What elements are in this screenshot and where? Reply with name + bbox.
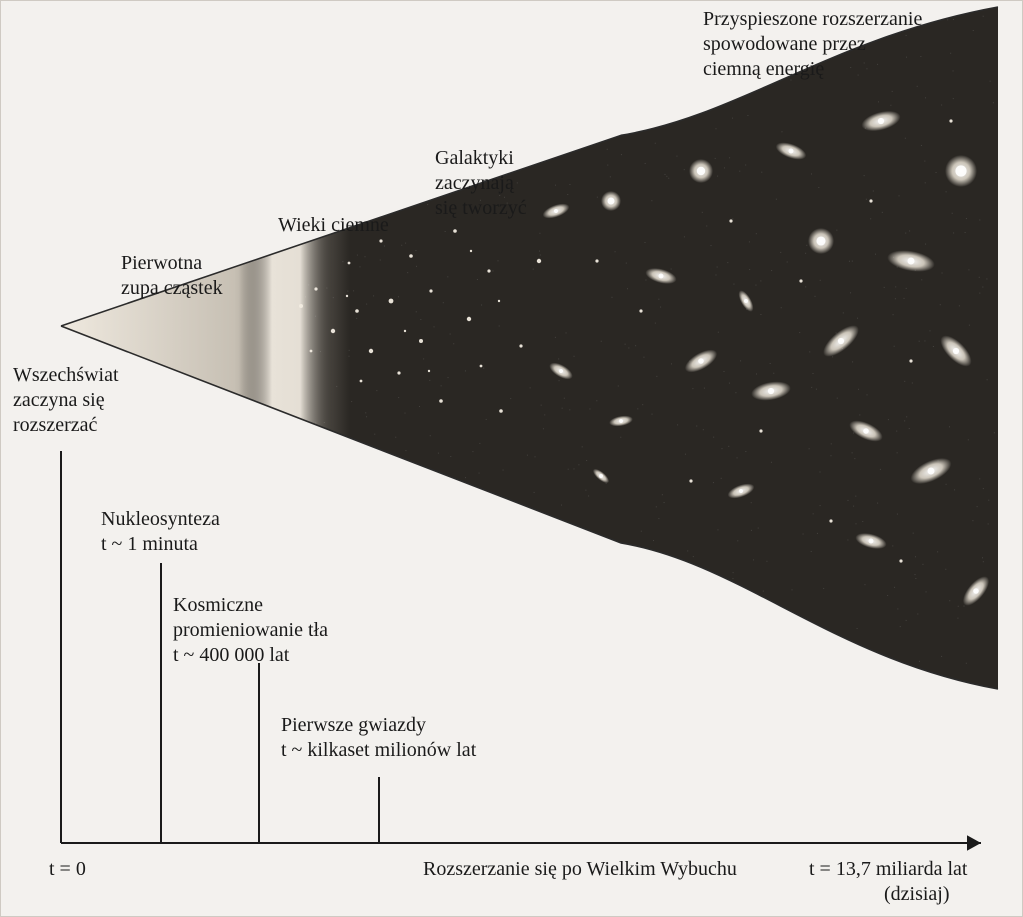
label-universe-begins-expand: Wszechświat zaczyna się rozszerzać — [13, 363, 119, 438]
label-cmb: Kosmiczne promieniowanie tła t ~ 400 000… — [173, 593, 328, 668]
label-primordial-particle-soup: Pierwotna zupa cząstek — [121, 251, 223, 301]
axis-title: Rozszerzanie się po Wielkim Wybuchu — [423, 857, 737, 882]
label-accelerated-expansion: Przyspieszone rozszerzanie spowodowane p… — [703, 7, 922, 82]
axis-label-t0: t = 0 — [49, 857, 86, 882]
diagram-svg — [1, 1, 1023, 917]
label-first-stars: Pierwsze gwiazdy t ~ kilkaset milionów l… — [281, 713, 476, 763]
axis-label-t-now: t = 13,7 miliarda lat (dzisiaj) — [809, 857, 967, 907]
time-axis-arrow — [967, 835, 981, 850]
diagram-stage: Wszechświat zaczyna się rozszerzać Pierw… — [0, 0, 1023, 917]
label-galaxies-form: Galaktyki zaczynają się tworzyć — [435, 146, 527, 221]
label-dark-ages: Wieki ciemne — [278, 213, 389, 238]
label-nucleosynthesis: Nukleosynteza t ~ 1 minuta — [101, 507, 220, 557]
expansion-cone — [61, 1, 1023, 917]
